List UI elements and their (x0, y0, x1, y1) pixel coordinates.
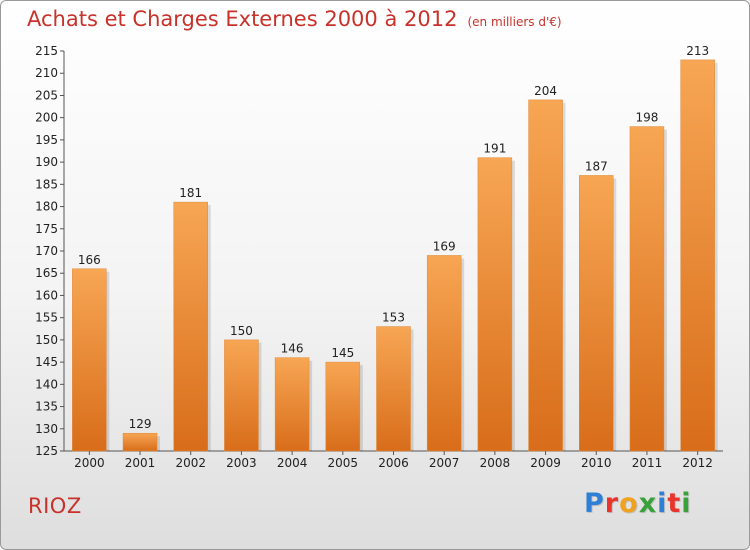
bar[interactable] (72, 268, 107, 452)
y-tick-label: 195 (35, 133, 58, 147)
bar-value-label: 150 (230, 324, 253, 338)
y-tick-label: 210 (35, 66, 58, 80)
y-tick-label: 185 (35, 177, 58, 191)
bar-value-label: 145 (331, 346, 354, 360)
bar-value-label: 191 (483, 142, 506, 156)
y-tick-label: 180 (35, 200, 58, 214)
x-tick-label: 2011 (632, 456, 663, 470)
logo-letter: i (657, 488, 668, 519)
bar[interactable] (325, 361, 361, 452)
chart-subtitle: (en milliers d'€) (467, 15, 562, 29)
y-tick-label: 170 (35, 244, 58, 258)
bar[interactable] (477, 157, 513, 452)
bar[interactable] (629, 126, 665, 452)
bar-value-label: 198 (636, 111, 659, 125)
y-tick-label: 135 (35, 400, 58, 414)
commune-name: RIOZ (28, 494, 82, 518)
bar[interactable] (224, 339, 259, 452)
bar[interactable] (122, 432, 158, 452)
x-tick-label: 2003 (226, 456, 257, 470)
chart-title: Achats et Charges Externes 2000 à 2012 (27, 7, 458, 31)
y-tick-label: 155 (35, 311, 58, 325)
x-tick-label: 2007 (429, 456, 460, 470)
bars: 166 129 181 150 146 145 153 169 191 204 187 198 213 (72, 44, 718, 452)
x-tick-label: 2002 (175, 456, 206, 470)
bar[interactable] (680, 59, 715, 452)
bar-value-label: 204 (534, 84, 557, 98)
bar-value-label: 213 (686, 44, 709, 58)
y-tick-label: 125 (35, 444, 58, 458)
logo-letter: i (681, 488, 692, 519)
logo-letter: r (604, 488, 620, 519)
logo-letter: x (638, 488, 658, 519)
x-tick-label: 2010 (581, 456, 612, 470)
x-tick-label: 2008 (480, 456, 511, 470)
bar-value-label: 169 (433, 239, 456, 253)
y-tick-label: 190 (35, 155, 58, 169)
y-tick-label: 140 (35, 377, 58, 391)
bar-value-label: 146 (281, 342, 304, 356)
logo-letter: o (619, 488, 639, 519)
y-tick-label: 160 (35, 288, 58, 302)
bar[interactable] (274, 357, 310, 452)
x-tick-label: 2001 (125, 456, 156, 470)
bar-value-label: 166 (78, 253, 101, 267)
x-tick-label: 2006 (378, 456, 409, 470)
y-axis: 125 130 135 140 145 150 155 160 165 170 175 180 185 1… (35, 44, 65, 458)
x-tick-label: 2004 (277, 456, 308, 470)
proxiti-logo[interactable]: Proxiti (584, 488, 692, 519)
y-tick-label: 205 (35, 88, 58, 102)
x-tick-label: 2005 (328, 456, 359, 470)
y-tick-label: 165 (35, 266, 58, 280)
bar[interactable] (173, 201, 208, 452)
y-tick-label: 215 (35, 44, 58, 58)
bar[interactable] (579, 175, 614, 452)
bar-value-label: 187 (585, 159, 608, 173)
y-tick-label: 175 (35, 222, 58, 236)
x-tick-label: 2000 (74, 456, 105, 470)
x-tick-label: 2012 (682, 456, 713, 470)
y-tick-label: 130 (35, 422, 58, 436)
y-tick-label: 145 (35, 355, 58, 369)
title-block: Achats et Charges Externes 2000 à 2012 (e… (27, 7, 562, 31)
x-tick-label: 2009 (530, 456, 561, 470)
bar[interactable] (376, 326, 411, 452)
bar-value-label: 153 (382, 311, 405, 325)
bar[interactable] (426, 255, 462, 452)
bar-value-label: 181 (179, 186, 202, 200)
logo-letter: P (584, 488, 605, 519)
x-axis: 2000 2001 2002 2003 2004 2005 2006 2007 2008 2009… (64, 450, 723, 470)
y-tick-label: 200 (35, 111, 58, 125)
logo-letter: t (667, 488, 682, 519)
bar[interactable] (528, 99, 563, 452)
y-tick-label: 150 (35, 333, 58, 347)
bar-value-label: 129 (129, 417, 152, 431)
